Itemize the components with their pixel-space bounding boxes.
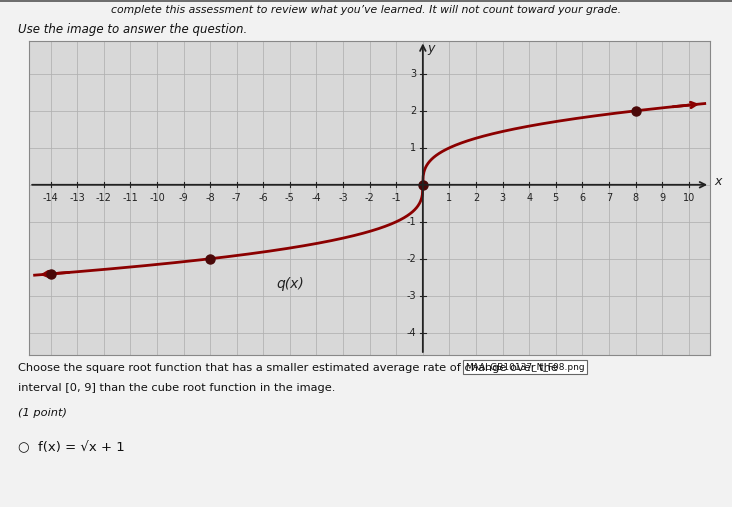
Text: -4: -4 <box>312 193 321 203</box>
Text: -14: -14 <box>42 193 59 203</box>
Text: -10: -10 <box>149 193 165 203</box>
Text: -2: -2 <box>365 193 375 203</box>
Text: y: y <box>427 43 435 55</box>
Text: MAALGB10137_N_F08.png: MAALGB10137_N_F08.png <box>465 363 584 372</box>
Text: -11: -11 <box>122 193 138 203</box>
Text: 8: 8 <box>632 193 638 203</box>
Text: -4: -4 <box>406 328 417 338</box>
Text: q(x): q(x) <box>277 277 305 292</box>
Text: 7: 7 <box>606 193 612 203</box>
Text: ○  f(x) = √x + 1: ○ f(x) = √x + 1 <box>18 441 125 454</box>
Text: 9: 9 <box>659 193 665 203</box>
Text: -12: -12 <box>96 193 112 203</box>
Text: -3: -3 <box>338 193 348 203</box>
Text: -5: -5 <box>285 193 295 203</box>
Text: -6: -6 <box>258 193 268 203</box>
Text: x: x <box>714 175 722 188</box>
Text: 2: 2 <box>410 106 417 116</box>
Text: -7: -7 <box>232 193 242 203</box>
Text: -9: -9 <box>179 193 188 203</box>
Text: Choose the square root function that has a smaller estimated average rate of cha: Choose the square root function that has… <box>18 363 559 373</box>
Text: 6: 6 <box>579 193 586 203</box>
Text: -1: -1 <box>406 217 417 227</box>
Text: interval [0, 9] than the cube root function in the image.: interval [0, 9] than the cube root funct… <box>18 383 336 393</box>
Text: 5: 5 <box>553 193 559 203</box>
Text: -13: -13 <box>70 193 85 203</box>
Text: -3: -3 <box>406 291 417 301</box>
Text: 4: 4 <box>526 193 532 203</box>
Text: -1: -1 <box>392 193 401 203</box>
Text: 1: 1 <box>410 143 417 153</box>
Text: (1 point): (1 point) <box>18 408 67 418</box>
Text: 3: 3 <box>499 193 506 203</box>
Text: 2: 2 <box>473 193 479 203</box>
Text: -8: -8 <box>205 193 215 203</box>
Text: 3: 3 <box>410 69 417 79</box>
Text: 10: 10 <box>683 193 695 203</box>
Text: Use the image to answer the question.: Use the image to answer the question. <box>18 23 247 36</box>
Text: -2: -2 <box>406 254 417 264</box>
Text: 1: 1 <box>447 193 452 203</box>
Text: complete this assessment to review what you’ve learned. It will not count toward: complete this assessment to review what … <box>111 5 621 15</box>
